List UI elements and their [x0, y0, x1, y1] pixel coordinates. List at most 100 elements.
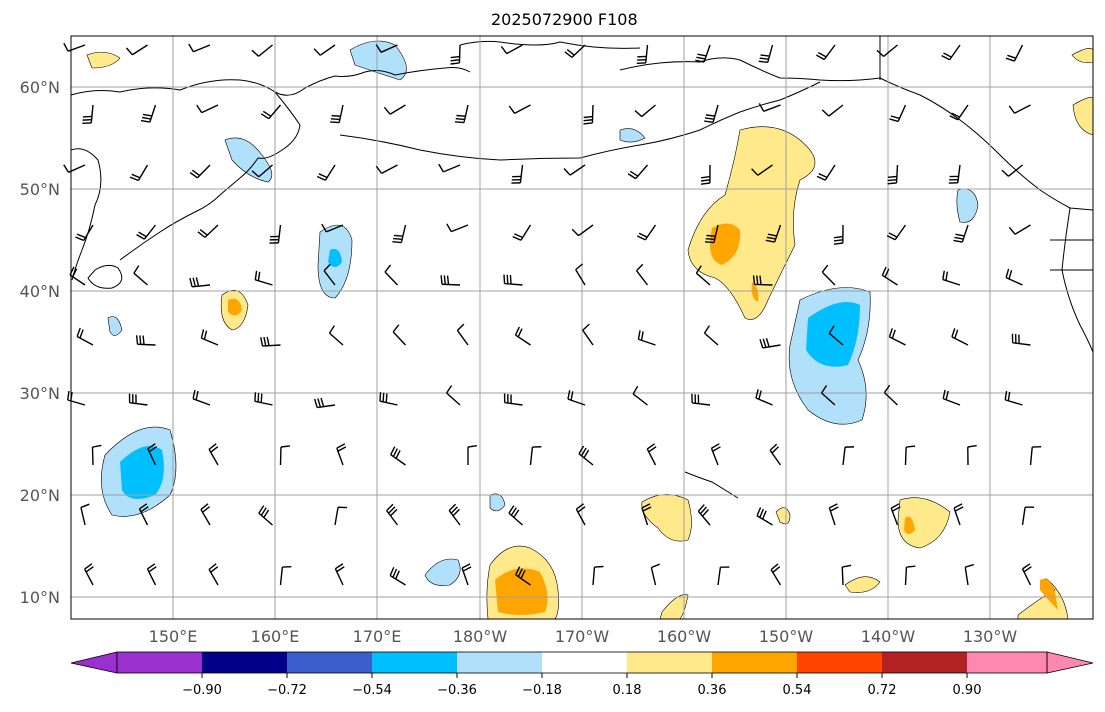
map-frame: [70, 35, 1094, 620]
wind-barb: [828, 503, 839, 526]
colorbar-segment: [457, 652, 542, 673]
wind-barb: [336, 443, 347, 466]
wind-barb: [583, 104, 594, 125]
wind-barb: [697, 504, 711, 526]
wind-barb: [384, 264, 399, 286]
negative-region: [956, 188, 979, 223]
wind-barb: [636, 224, 657, 241]
negative-core: [806, 301, 860, 367]
wind-barb: [951, 328, 969, 346]
wind-barb: [765, 224, 782, 243]
wind-barb: [637, 330, 656, 346]
positive-core: [495, 568, 548, 615]
wind-barb: [279, 566, 292, 586]
wind-barb: [828, 325, 844, 346]
wind-barb: [129, 164, 149, 182]
wind-barb: [323, 263, 336, 286]
colorbar-tick-label: −0.18: [522, 683, 562, 698]
wind-barb: [820, 385, 836, 406]
map-title: 2025072900 F108: [491, 10, 638, 29]
shaded-fields: [86, 40, 1094, 620]
lon-label: 170°W: [555, 627, 610, 646]
wind-barb: [200, 503, 211, 526]
lon-label: 140°W: [861, 627, 916, 646]
wind-barb: [313, 397, 336, 409]
wind-barb: [575, 263, 586, 286]
wind-barb: [91, 444, 102, 466]
wind-barb: [759, 338, 781, 349]
colorbar-segment: [117, 652, 202, 673]
negative-region: [424, 558, 461, 586]
wind-barb: [448, 503, 461, 526]
wind-barb: [941, 44, 961, 61]
positive-region: [86, 51, 121, 69]
wind-barb: [438, 163, 461, 173]
wind-barb: [140, 104, 157, 123]
wind-barb: [146, 563, 157, 586]
wind-barb: [379, 392, 398, 406]
wind-barb: [251, 164, 273, 178]
wind-barb: [890, 503, 901, 526]
wind-barb: [967, 444, 977, 466]
wind-barb: [710, 443, 721, 466]
wind-barb: [751, 164, 773, 176]
wind-barb: [634, 104, 656, 118]
positive-region: [659, 594, 689, 620]
wind-barb: [508, 505, 523, 526]
wind-barbs: [63, 42, 1042, 586]
colorbar-segment: [287, 652, 372, 673]
positive-region: [1040, 578, 1058, 610]
colorbar-tick-label: 0.36: [698, 683, 727, 698]
wind-barb: [334, 563, 345, 586]
wind-barb: [889, 104, 907, 123]
colorbar-tick-label: −0.54: [352, 683, 392, 698]
lon-label: 160°W: [657, 627, 712, 646]
wind-barb: [571, 224, 594, 237]
wind-barb: [592, 565, 604, 586]
wind-barb: [703, 325, 719, 346]
wind-barb: [313, 44, 336, 56]
hawaii: [684, 471, 739, 499]
wind-barb: [334, 506, 348, 526]
colorbar: −0.90 −0.72 −0.54 −0.36 −0.18 0.18 0.36 …: [70, 651, 1094, 698]
lon-label: 160°E: [251, 627, 300, 646]
wind-barb: [456, 323, 469, 346]
wind-barb: [578, 445, 594, 466]
wind-barb: [75, 224, 94, 242]
wind-barb: [514, 326, 531, 346]
wind-barb: [269, 224, 282, 244]
colorbar-tick-label: 0.54: [783, 683, 812, 698]
lon-label: 150°E: [149, 627, 198, 646]
lat-label: 10°N: [20, 588, 60, 607]
wind-barb: [704, 224, 719, 244]
colorbar-tick-label: −0.72: [267, 683, 307, 698]
lon-label: 170°E: [353, 627, 402, 646]
wind-barb: [260, 104, 282, 120]
wind-barb: [461, 563, 472, 586]
longitude-labels: 150°E 160°E 170°E 180°W 170°W 160°W 150°…: [149, 627, 1018, 646]
wind-barb: [508, 104, 531, 114]
wind-barb: [695, 265, 711, 286]
negative-region: [107, 316, 123, 336]
colorbar-segment: [542, 652, 627, 673]
lat-label: 30°N: [20, 384, 60, 403]
wind-barb: [755, 389, 773, 406]
lat-label: 20°N: [20, 486, 60, 505]
wind-barb: [467, 445, 478, 466]
wind-barb: [700, 164, 711, 185]
negative-region: [619, 128, 646, 143]
positive-region: [897, 497, 951, 549]
wind-barb: [756, 507, 773, 526]
lat-label: 40°N: [20, 282, 60, 301]
wind-barb: [881, 266, 898, 286]
wind-barb: [254, 392, 273, 406]
wind-barb: [841, 564, 852, 586]
lat-label: 60°N: [20, 78, 60, 97]
wind-barb: [627, 164, 649, 180]
colorbar-tick-label: 0.72: [868, 683, 897, 698]
wind-barb: [1005, 268, 1023, 286]
lon-label: 130°W: [963, 627, 1018, 646]
wind-barb: [953, 503, 964, 526]
wind-barb: [330, 104, 344, 124]
